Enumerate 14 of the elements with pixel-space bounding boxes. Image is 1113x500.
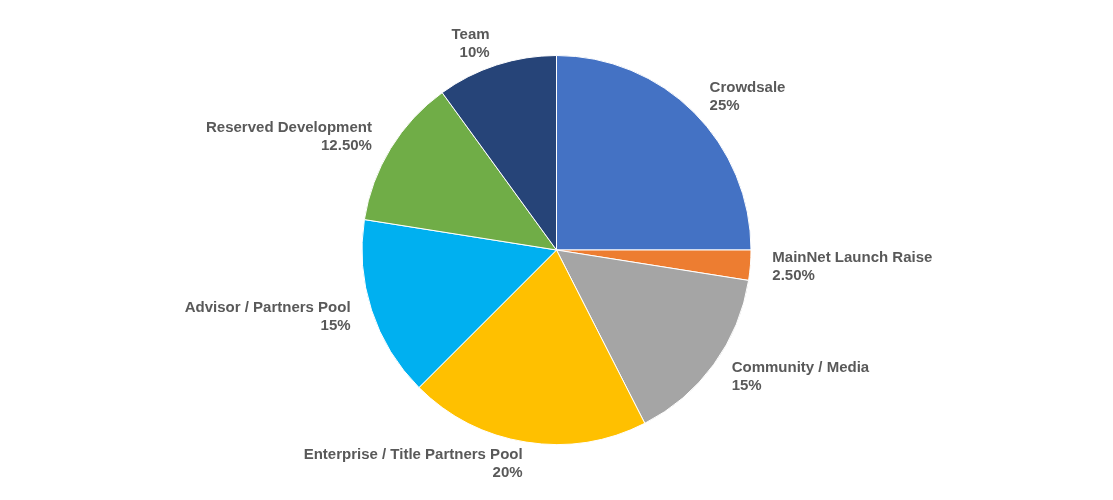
data-label: 25%: [709, 96, 740, 114]
data-label: 2.50%: [772, 266, 815, 284]
slice-label: MainNet Launch Raise: [772, 248, 933, 266]
slice-label: Crowdsale: [709, 78, 786, 96]
data-label: 10%: [459, 43, 490, 61]
data-label: 12.50%: [321, 136, 372, 154]
slice-label: Community / Media: [731, 358, 870, 376]
slice-label: Team: [451, 25, 490, 43]
data-label: 15%: [320, 316, 351, 334]
slice-label: Reserved Development: [206, 118, 372, 136]
slice-label: Enterprise / Title Partners Pool: [303, 444, 523, 462]
slice-label: Advisor / Partners Pool: [184, 298, 351, 316]
data-label: 20%: [492, 462, 523, 480]
data-label: 15%: [731, 376, 762, 394]
